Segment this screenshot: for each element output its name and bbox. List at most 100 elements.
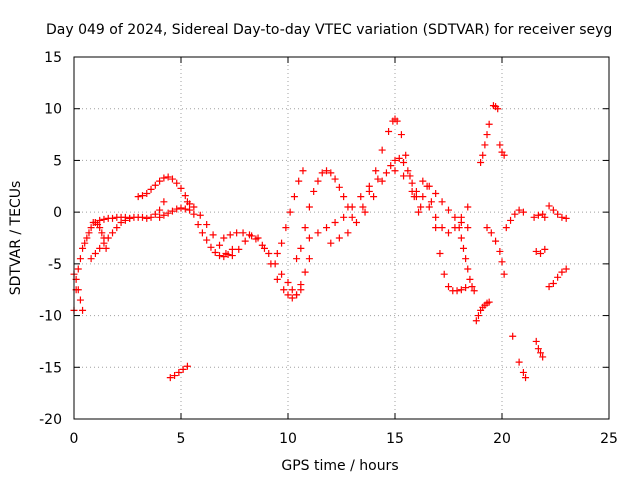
series-arc-18 bbox=[455, 224, 478, 295]
data-point bbox=[445, 206, 452, 214]
data-point bbox=[554, 210, 562, 218]
data-point bbox=[196, 211, 204, 219]
data-point bbox=[483, 224, 491, 232]
data-point bbox=[415, 208, 423, 216]
data-point bbox=[498, 258, 506, 266]
data-point bbox=[314, 229, 322, 237]
data-point bbox=[500, 151, 508, 159]
data-point bbox=[464, 203, 472, 211]
data-point bbox=[273, 275, 281, 283]
series-arc-12 bbox=[305, 167, 425, 242]
y-tick-label: 0 bbox=[53, 205, 62, 221]
data-point bbox=[470, 287, 478, 295]
data-point bbox=[168, 175, 176, 183]
data-point bbox=[109, 214, 117, 222]
data-point bbox=[451, 213, 459, 221]
data-point bbox=[545, 283, 553, 291]
data-point bbox=[299, 167, 307, 175]
data-point bbox=[385, 127, 393, 135]
data-point bbox=[372, 167, 380, 175]
data-point bbox=[245, 231, 253, 239]
data-point bbox=[340, 193, 348, 201]
data-point bbox=[293, 255, 301, 263]
data-point bbox=[297, 244, 305, 252]
data-point bbox=[109, 229, 117, 237]
data-point bbox=[226, 231, 234, 239]
data-point bbox=[361, 208, 369, 216]
data-point bbox=[496, 141, 504, 149]
data-point bbox=[241, 237, 249, 245]
data-point bbox=[419, 193, 427, 201]
data-point bbox=[98, 229, 106, 237]
data-point bbox=[156, 213, 164, 221]
data-point bbox=[459, 244, 467, 252]
data-point bbox=[472, 317, 480, 325]
data-point bbox=[464, 265, 472, 273]
data-point bbox=[323, 224, 331, 232]
data-point bbox=[534, 211, 542, 219]
data-point bbox=[271, 260, 279, 268]
data-point bbox=[235, 245, 243, 253]
data-point bbox=[423, 182, 431, 190]
data-point bbox=[282, 224, 290, 232]
data-point bbox=[406, 172, 414, 180]
data-point bbox=[305, 255, 313, 263]
data-point bbox=[175, 368, 183, 376]
series-arc-29 bbox=[545, 202, 570, 222]
data-point bbox=[344, 229, 352, 237]
data-point bbox=[562, 214, 570, 222]
data-point bbox=[348, 213, 356, 221]
data-point bbox=[335, 234, 343, 242]
data-point bbox=[181, 192, 189, 200]
data-point bbox=[466, 275, 474, 283]
data-point bbox=[102, 244, 110, 252]
data-point bbox=[545, 202, 553, 210]
data-point bbox=[81, 239, 89, 247]
data-point bbox=[314, 177, 322, 185]
data-point bbox=[147, 185, 155, 193]
series-arc-03 bbox=[87, 198, 168, 263]
series-arc-21 bbox=[483, 224, 508, 278]
data-point bbox=[100, 215, 108, 223]
data-point bbox=[453, 287, 461, 295]
series-arc-28 bbox=[545, 265, 570, 291]
data-point bbox=[147, 213, 155, 221]
data-point bbox=[301, 268, 309, 276]
data-point bbox=[278, 270, 286, 278]
data-point bbox=[404, 167, 412, 175]
data-point bbox=[541, 213, 549, 221]
data-point bbox=[432, 224, 440, 232]
data-point bbox=[464, 224, 472, 232]
data-point bbox=[168, 207, 176, 215]
series-arc-16 bbox=[419, 177, 472, 232]
series-arc-17 bbox=[423, 182, 470, 295]
data-point bbox=[455, 224, 463, 232]
data-point bbox=[541, 245, 549, 253]
data-point bbox=[91, 218, 99, 226]
data-point bbox=[425, 203, 433, 211]
series-arc-13 bbox=[327, 154, 420, 247]
data-point bbox=[530, 213, 538, 221]
y-tick-label: 10 bbox=[44, 102, 62, 118]
data-point bbox=[151, 181, 159, 189]
data-point bbox=[331, 218, 339, 226]
data-point bbox=[359, 203, 367, 211]
data-point bbox=[305, 203, 313, 211]
data-point bbox=[539, 353, 547, 361]
data-point bbox=[305, 234, 313, 242]
data-point bbox=[468, 283, 476, 291]
data-point bbox=[126, 214, 134, 222]
series-arc-01 bbox=[70, 218, 110, 314]
data-point bbox=[402, 151, 410, 159]
data-point bbox=[295, 177, 303, 185]
data-marks bbox=[70, 102, 570, 382]
data-point bbox=[496, 247, 504, 255]
data-point bbox=[239, 229, 247, 237]
data-point bbox=[284, 278, 292, 286]
data-point bbox=[288, 286, 296, 294]
data-point bbox=[331, 175, 339, 183]
y-tick-label: -10 bbox=[39, 309, 62, 325]
data-point bbox=[327, 239, 335, 247]
data-point bbox=[432, 190, 440, 198]
data-point bbox=[301, 224, 309, 232]
